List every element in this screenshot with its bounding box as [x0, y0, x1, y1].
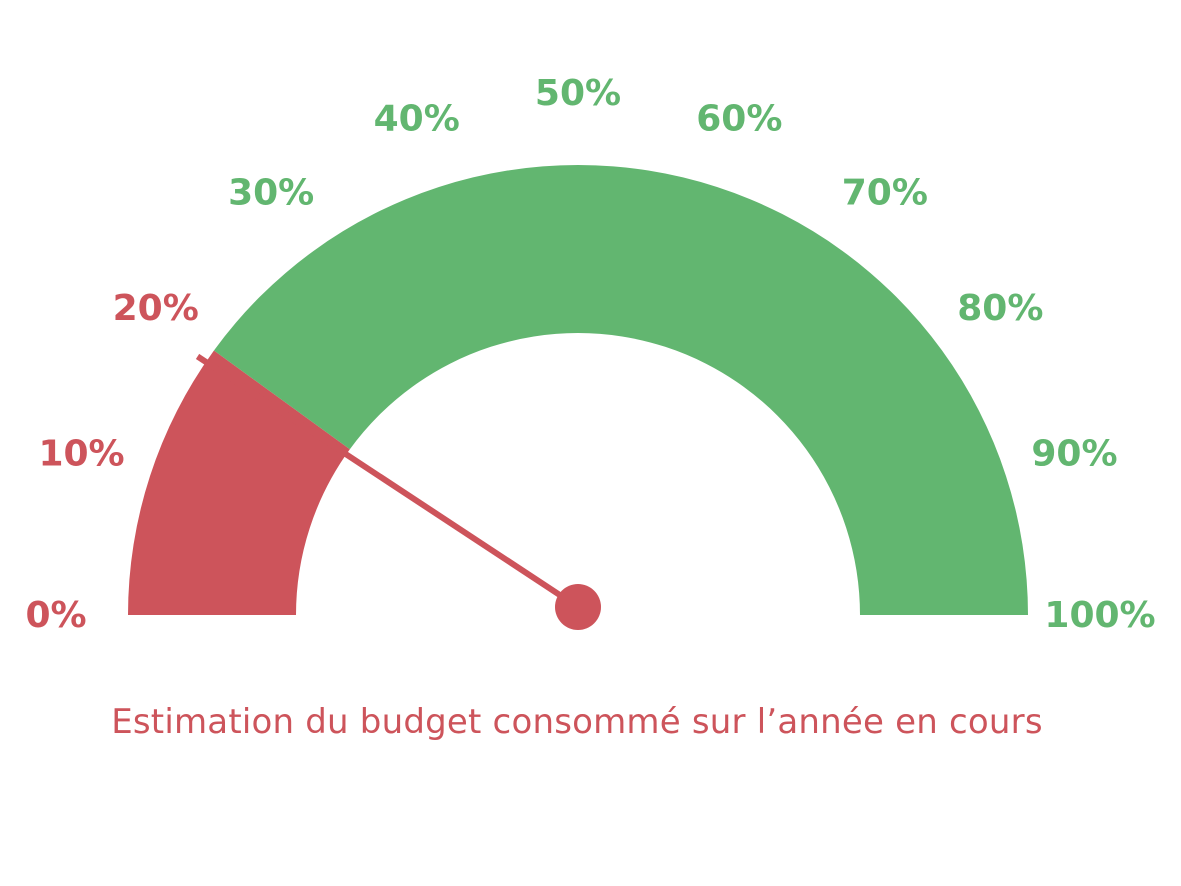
- tick-label-70pct: 70%: [842, 173, 928, 214]
- gauge-segment-high: [213, 164, 1028, 615]
- gauge-caption: Estimation du budget consommé sur l’anné…: [111, 702, 1043, 742]
- gauge-segment-low: [128, 350, 350, 615]
- gauge-needle: [195, 353, 580, 610]
- tick-label-50pct: 50%: [535, 73, 621, 114]
- tick-label-20pct: 20%: [113, 288, 199, 329]
- gauge-arcs: [128, 164, 1028, 615]
- tick-label-30pct: 30%: [228, 173, 314, 214]
- tick-label-90pct: 90%: [1031, 434, 1117, 475]
- tick-label-10pct: 10%: [38, 434, 124, 475]
- gauge-needle-hub: [555, 584, 601, 630]
- tick-label-0pct: 0%: [25, 595, 86, 636]
- tick-label-80pct: 80%: [957, 288, 1043, 329]
- gauge-needle-group: [195, 353, 601, 630]
- tick-label-60pct: 60%: [696, 99, 782, 140]
- gauge-tick-labels: 0% 10% 20% 30% 40% 50% 60% 70% 80% 90% 100%: [25, 73, 1155, 636]
- tick-label-100pct: 100%: [1044, 595, 1155, 636]
- tick-label-40pct: 40%: [374, 99, 460, 140]
